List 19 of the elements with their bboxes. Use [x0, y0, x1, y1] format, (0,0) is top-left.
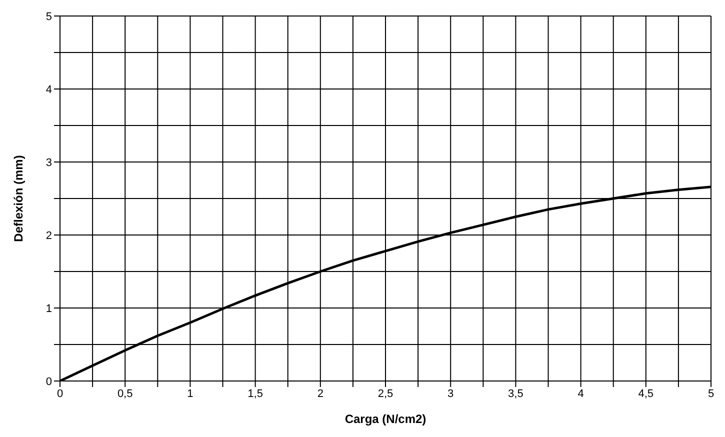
- y-tick-label: 1: [46, 302, 52, 315]
- y-axis-title: Deflexión (mm): [11, 155, 26, 242]
- x-tick-label: 2,5: [378, 388, 394, 400]
- y-tick-label: 5: [46, 10, 52, 23]
- x-axis-title: Carga (N/cm2): [344, 412, 426, 426]
- x-tick-label: 2: [317, 388, 324, 400]
- x-tick-label: 4: [578, 388, 584, 400]
- x-tick-label: 0,5: [117, 388, 133, 400]
- x-tick-label: 1: [187, 388, 194, 400]
- x-tick-label: 1,5: [248, 388, 263, 400]
- x-tick-label: 4,5: [638, 388, 654, 400]
- y-tick-label: 0: [46, 376, 52, 388]
- y-tick-label: 2: [46, 230, 52, 242]
- x-tick-label: 5: [708, 388, 714, 400]
- y-tick-label: 3: [46, 156, 52, 169]
- x-tick-label: 3,5: [508, 388, 524, 400]
- x-tick-label: 3: [448, 388, 454, 400]
- x-tick-label: 0: [56, 388, 64, 400]
- y-tick-label: 4: [46, 84, 52, 96]
